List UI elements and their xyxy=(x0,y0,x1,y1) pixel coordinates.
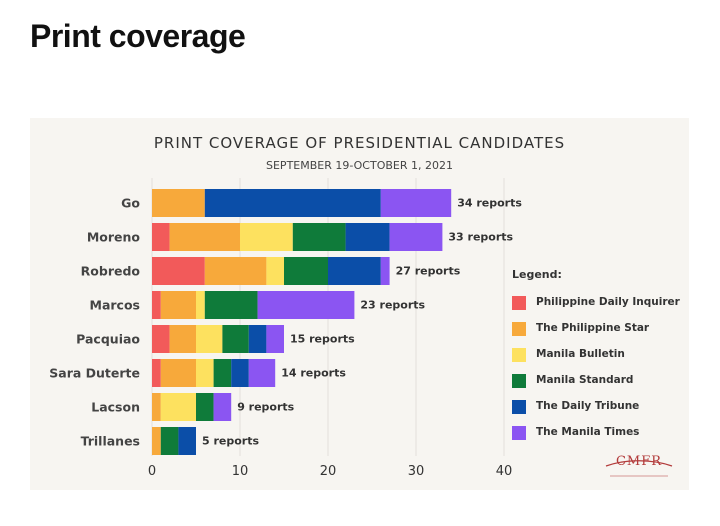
logo-mark-icon xyxy=(605,460,673,477)
bar-segment xyxy=(152,257,205,285)
bar-segment xyxy=(213,393,232,421)
legend-swatch xyxy=(512,400,526,414)
logo-text: CMFR xyxy=(615,454,663,469)
total-label: 33 reports xyxy=(448,230,514,244)
legend-label: Manila Standard xyxy=(536,374,634,386)
bar-segment xyxy=(152,189,205,217)
bar-segment xyxy=(204,189,381,217)
bar-segment xyxy=(169,325,196,353)
category-label: Sara Duterte xyxy=(49,365,140,381)
bar-segment xyxy=(196,393,214,421)
bar-segment xyxy=(152,393,161,421)
bar-segment xyxy=(380,257,390,285)
bar-segment xyxy=(152,427,161,455)
bar-segment xyxy=(160,427,179,455)
bar-segment xyxy=(160,393,196,421)
total-label: 5 reports xyxy=(202,434,260,448)
bar-segment xyxy=(266,257,284,285)
bar-segment xyxy=(204,291,258,319)
legend-label: The Manila Times xyxy=(536,426,640,438)
legend-swatch xyxy=(512,348,526,362)
bar-segment xyxy=(328,257,381,285)
bar-segment xyxy=(152,325,170,353)
bar-segment xyxy=(196,359,214,387)
bar-segment xyxy=(152,223,170,251)
bar-segment xyxy=(178,427,196,455)
legend-label: The Daily Tribune xyxy=(536,400,640,412)
category-label: Lacson xyxy=(91,399,140,415)
page-heading: Print coverage xyxy=(30,18,246,54)
x-tick-label: 20 xyxy=(319,464,337,479)
total-label: 9 reports xyxy=(237,400,295,414)
legend-title: Legend: xyxy=(512,268,562,281)
x-tick-label: 40 xyxy=(495,464,513,479)
bar-segment xyxy=(284,257,328,285)
chart-subtitle: SEPTEMBER 19-OCTOBER 1, 2021 xyxy=(266,159,453,172)
bar-segment xyxy=(160,291,196,319)
total-label: 27 reports xyxy=(395,264,461,278)
bar-segment xyxy=(266,325,284,353)
x-tick-label: 0 xyxy=(147,464,157,479)
legend-label: The Philippine Star xyxy=(536,322,650,334)
legend-swatch xyxy=(512,296,526,310)
category-label: Robredo xyxy=(80,263,140,279)
total-label: 15 reports xyxy=(290,332,355,346)
bar-segment xyxy=(196,291,205,319)
bar-segment xyxy=(257,291,355,319)
bar-segment xyxy=(222,325,249,353)
bar-segment xyxy=(292,223,346,251)
bar-segment xyxy=(248,359,276,387)
legend-swatch xyxy=(512,322,526,336)
x-tick-label: 10 xyxy=(231,464,249,479)
total-label: 14 reports xyxy=(281,366,346,380)
bar-segment xyxy=(231,359,249,387)
chart-card: PRINT COVERAGE OF PRESIDENTIAL CANDIDATE… xyxy=(30,118,689,490)
cmfr-logo: CMFR xyxy=(602,454,676,480)
legend-swatch xyxy=(512,374,526,388)
chart-title: PRINT COVERAGE OF PRESIDENTIAL CANDIDATE… xyxy=(153,134,566,152)
bar-segment xyxy=(204,257,267,285)
x-tick-label: 30 xyxy=(407,464,425,479)
legend-label: Philippine Daily Inquirer xyxy=(536,296,680,308)
bar-segment xyxy=(345,223,390,251)
total-label: 23 reports xyxy=(360,298,426,312)
bar-segment xyxy=(380,189,452,217)
category-label: Pacquiao xyxy=(76,331,140,347)
bar-segment xyxy=(160,359,196,387)
bar-segment xyxy=(152,291,161,319)
category-label: Marcos xyxy=(89,297,140,313)
bar-segment xyxy=(389,223,443,251)
bar-segment xyxy=(213,359,232,387)
bar-segment xyxy=(169,223,240,251)
bar-segment xyxy=(196,325,223,353)
category-label: Trillanes xyxy=(80,433,140,449)
bar-segment xyxy=(240,223,293,251)
legend-swatch xyxy=(512,426,526,440)
bar-segment xyxy=(248,325,267,353)
category-label: Go xyxy=(121,195,140,211)
category-label: Moreno xyxy=(86,229,140,245)
total-label: 34 reports xyxy=(457,196,522,210)
chart-svg xyxy=(151,178,505,456)
legend-label: Manila Bulletin xyxy=(536,348,625,360)
bar-segment xyxy=(152,359,161,387)
